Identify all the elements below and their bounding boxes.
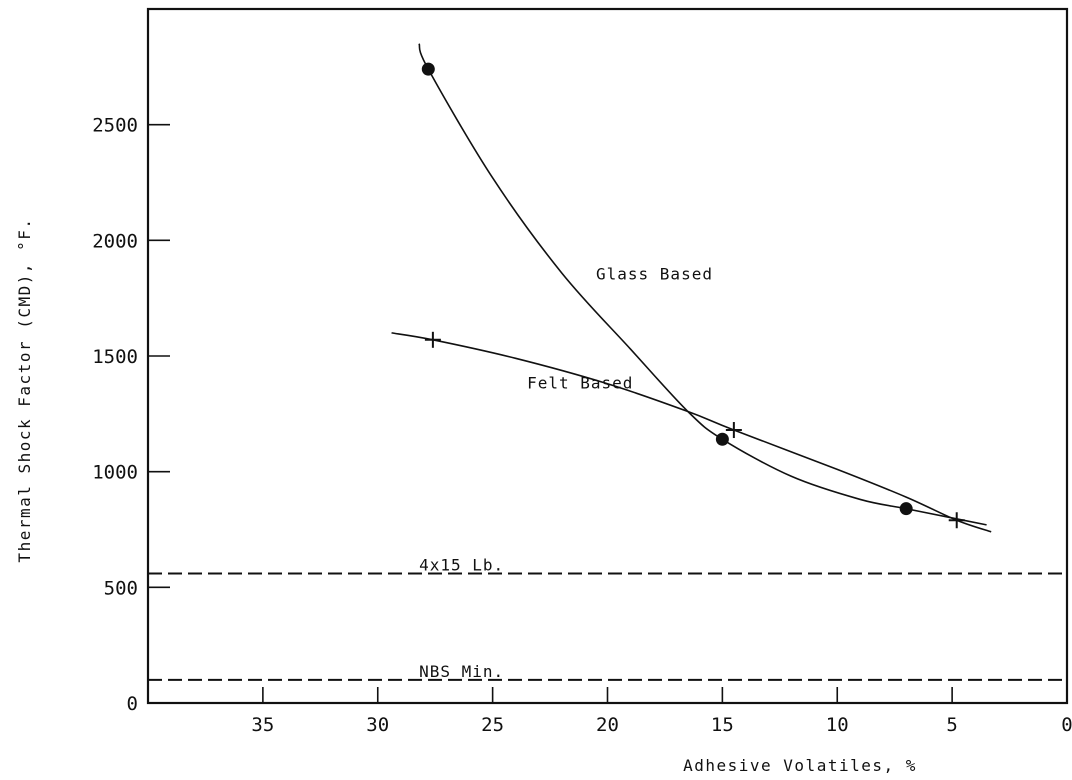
x-tick-label: 35 <box>251 714 274 736</box>
x-axis-title: Adhesive Volatiles, % <box>683 756 917 775</box>
curve-annotations: Glass Based Felt Based <box>527 265 713 393</box>
reference-line-label: 4x15 Lb. <box>419 555 504 574</box>
series-curves <box>391 43 992 533</box>
glass-based-point <box>421 62 435 76</box>
plot-frame <box>146 7 1069 705</box>
felt-based-point <box>424 331 441 348</box>
glass-based-curve <box>418 43 987 526</box>
x-axis-ticks: 35 30 25 20 15 10 5 0 <box>251 687 1072 736</box>
y-tick-label: 2500 <box>92 115 138 137</box>
felt-based-point <box>948 512 965 529</box>
x-tick-label: 20 <box>596 714 619 736</box>
glass-based-label: Glass Based <box>596 265 713 284</box>
felt-based-label: Felt Based <box>527 373 633 392</box>
felt-based-point <box>725 422 742 439</box>
x-tick-label: 5 <box>946 714 957 736</box>
y-tick-label: 1500 <box>92 346 138 368</box>
glass-based-point <box>899 502 913 516</box>
reference-line-label: NBS Min. <box>419 662 504 681</box>
y-tick-label: 0 <box>127 693 138 715</box>
x-tick-label: 10 <box>826 714 849 736</box>
x-tick-label: 25 <box>481 714 504 736</box>
x-tick-label: 0 <box>1061 714 1072 736</box>
y-tick-label: 2000 <box>92 230 138 252</box>
glass-based-point <box>715 432 729 446</box>
x-tick-label: 15 <box>711 714 734 736</box>
y-axis-title: Thermal Shock Factor (CMD), °F. <box>15 217 34 562</box>
series-markers <box>421 62 965 529</box>
felt-based-curve <box>391 332 992 533</box>
x-tick-label: 30 <box>366 714 389 736</box>
y-axis-ticks: 0 500 1000 1500 2000 2500 <box>92 115 170 715</box>
y-tick-label: 500 <box>104 577 138 599</box>
y-tick-label: 1000 <box>92 462 138 484</box>
reference-lines: 4x15 Lb. NBS Min. <box>148 555 1067 681</box>
